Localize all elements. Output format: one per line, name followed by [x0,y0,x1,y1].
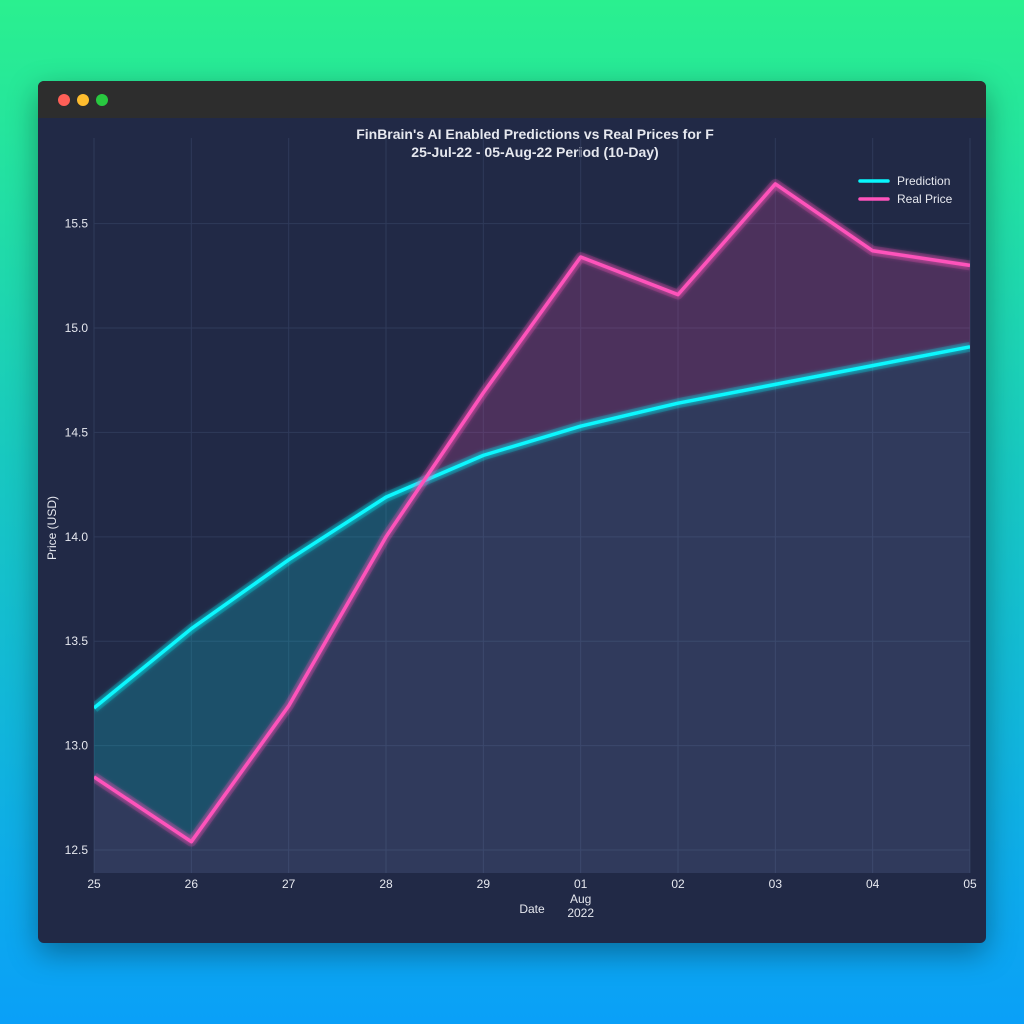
y-tick-label: 13.0 [65,739,89,753]
y-tick-label: 14.5 [65,425,89,439]
x-tick-label: 05 [963,877,977,891]
legend-label-real-price: Real Price [897,192,953,206]
x-tick-label: 02 [671,877,685,891]
x-tick-label: 27 [282,877,296,891]
chart-title: FinBrain's AI Enabled Predictions vs Rea… [356,126,714,142]
y-tick-label: 12.5 [65,843,89,857]
between-fill-segment [678,183,776,404]
price-chart: FinBrain's AI Enabled Predictions vs Rea… [45,126,977,920]
area-fill-real-price [94,183,970,873]
x-tick-label: 26 [185,877,199,891]
y-tick-label: 15.0 [65,321,89,335]
between-fill-segment [288,497,386,706]
minimize-window-button[interactable] [77,94,89,106]
area-fills [94,183,970,873]
grid-lines [93,138,971,873]
x-tick-label: 29 [477,877,491,891]
y-axis-label: Price (USD) [45,496,59,560]
between-fill-segment [872,250,970,366]
close-window-button[interactable] [58,94,70,106]
x-tick-label: 03 [769,877,783,891]
series-line-real-price [94,182,970,844]
x-tick-label: 04 [866,877,880,891]
series-line-prediction [94,345,970,710]
chart-window: FinBrain's AI Enabled Predictions vs Rea… [38,81,986,943]
legend-label-prediction: Prediction [897,174,950,188]
x-tick-label: 01 [574,877,588,891]
series-lines [94,178,970,847]
y-axis-ticks: 12.5 13.0 13.5 14.0 14.5 15.0 15.5 [65,217,89,857]
x-tick-label: 25 [87,877,101,891]
zoom-window-button[interactable] [96,94,108,106]
y-tick-label: 14.0 [65,530,89,544]
between-fill-segment [775,183,873,385]
between-fill-segment [580,257,678,427]
x-tick-sublabel: 2022 [567,906,594,920]
x-tick-sublabel: Aug [570,892,591,906]
area-fill-prediction [94,346,970,873]
y-tick-label: 15.5 [65,217,89,231]
x-axis-label: Date [519,902,545,916]
chart-subtitle: 25-Jul-22 - 05-Aug-22 Period (10-Day) [411,144,658,160]
window-titlebar [38,81,986,118]
x-tick-label: 28 [379,877,393,891]
chart-legend: Prediction Real Price [858,174,953,206]
between-fill-segment [94,628,192,842]
between-fill-segment [191,559,289,842]
between-fill-segment [483,257,581,456]
y-tick-label: 13.5 [65,634,89,648]
